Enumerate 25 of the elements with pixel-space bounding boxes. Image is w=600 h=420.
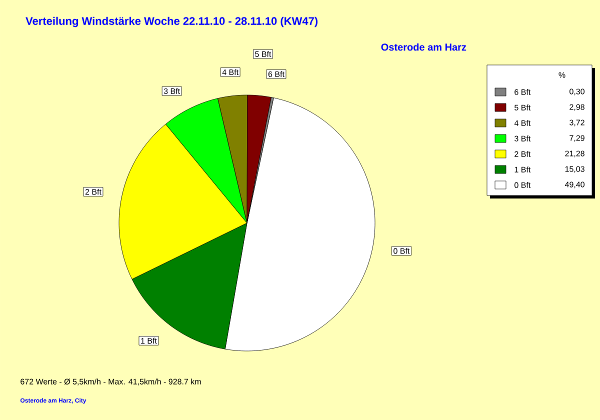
legend-label: 4 Bft: [514, 120, 531, 126]
data-label: 3,72: [570, 120, 584, 126]
legend-label: 2 Bft: [514, 151, 531, 157]
text: 672 Werte - Ø 5,5km/h - Max. 41,5km/h - 928.7 km: [20, 378, 201, 386]
legend-label: 1 Bft: [514, 166, 531, 172]
slice-label: 0 Bft: [394, 248, 410, 254]
legend-label: 0 Bft: [514, 182, 531, 188]
legend-label: 6 Bft: [514, 89, 531, 95]
chart-subtitle: Osterode am Harz: [381, 43, 466, 51]
legend-label: 3 Bft: [514, 136, 531, 142]
chart-title: Verteilung Windstärke Woche 22.11.10 - 28.11.10 (KW47): [26, 16, 318, 28]
data-label: 7,29: [570, 135, 584, 142]
data-label: 49,40: [564, 182, 584, 188]
slice-label: 4 Bft: [222, 69, 238, 76]
data-label: 15,03: [565, 166, 584, 173]
slice-label: 2 Bft: [85, 188, 102, 195]
legend-label: 5 Bft: [514, 104, 531, 110]
data-label: 21,28: [565, 150, 584, 158]
slice-label: 3 Bft: [164, 88, 180, 94]
slice-label: 1 Bft: [141, 338, 157, 344]
legend-title: %: [558, 72, 566, 78]
data-label: 2,98: [570, 104, 584, 111]
category-label: 5 Bft: [255, 51, 272, 57]
slice-label: 6 Bft: [268, 71, 284, 78]
data-label: 0,30: [570, 88, 584, 96]
